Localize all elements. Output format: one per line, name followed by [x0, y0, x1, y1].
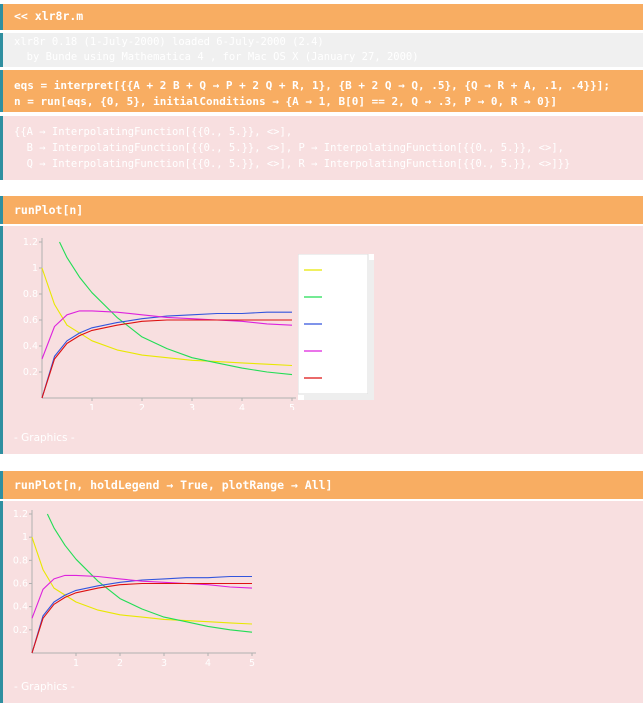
x-tick-label: 1: [73, 658, 79, 669]
series-line-4: [41, 310, 293, 360]
series-line-2: [59, 241, 293, 376]
x-tick-label: 3: [161, 658, 167, 669]
version-line: by Bunde using Mathematica 4 , for Mac O…: [14, 51, 419, 63]
y-tick-label: 1.2: [23, 237, 38, 248]
version-output-cell: xlr8r 0.18 (1-July-2000) loaded 6-July-2…: [0, 33, 643, 67]
plot1-chart: 1 2 3 4 5 0.2 0.4 0.6 0.8 1 1.2: [23, 237, 296, 410]
series-line-3: [31, 575, 252, 654]
cell-bracket[interactable]: [0, 33, 3, 67]
y-tick-label: 0.8: [13, 555, 28, 566]
x-tick-label: 5: [289, 403, 295, 410]
plot2-chart: 1 2 3 4 5 0.2 0.4 0.6 0.8 1 1.2: [13, 509, 256, 669]
plot2-output-cell: 1 2 3 4 5 0.2 0.4 0.6 0.8 1 1.2 - Graphics -: [0, 501, 643, 703]
y-tick-label: 0.2: [23, 367, 38, 378]
cell-bracket[interactable]: [0, 116, 3, 180]
run-output-line: {{A → InterpolatingFunction[{{0., 5.}}, …: [14, 126, 293, 138]
eqs-input-cell[interactable]: eqs = interpret[{{A + 2 B + Q → P + 2 Q …: [0, 70, 643, 112]
plot1-graphics-label: - Graphics -: [14, 432, 75, 444]
y-tick-label: 1: [32, 263, 38, 274]
series-line-1: [31, 537, 253, 625]
run-input-line[interactable]: n = run[eqs, {0, 5}, initialConditions →…: [14, 95, 558, 108]
plot1-input-cell[interactable]: runPlot[n]: [0, 196, 643, 224]
run-output-cell: {{A → InterpolatingFunction[{{0., 5.}}, …: [0, 116, 643, 180]
series-line-5: [31, 582, 252, 654]
plot1-output-cell: 1 2 3 4 5 0.2 0.4 0.6 0.8 1 1.2 - Graphics -: [0, 226, 643, 454]
x-tick-label: 5: [249, 658, 255, 669]
plot2-input-cell[interactable]: runPlot[n, holdLegend → True, plotRange …: [0, 471, 643, 499]
cell-bracket[interactable]: [0, 4, 3, 30]
cell-bracket[interactable]: [0, 196, 3, 224]
cell-bracket[interactable]: [0, 226, 3, 454]
header-input-cell[interactable]: << xlr8r.m: [0, 4, 643, 30]
run-output-line: Q → InterpolatingFunction[{{0., 5.}}, <>…: [14, 158, 571, 170]
run-output-line: B → InterpolatingFunction[{{0., 5.}}, <>…: [14, 142, 564, 154]
y-tick-label: 0.6: [13, 579, 28, 590]
cell-bracket[interactable]: [0, 70, 3, 112]
cell-bracket[interactable]: [0, 501, 3, 703]
x-tick-label: 2: [117, 658, 123, 669]
plot2-graphics-label: - Graphics -: [14, 681, 75, 693]
y-tick-label: 0.2: [13, 625, 28, 636]
y-tick-label: 0.6: [23, 315, 38, 326]
cell-bracket[interactable]: [0, 471, 3, 499]
eqs-input-line[interactable]: eqs = interpret[{{A + 2 B + Q → P + 2 Q …: [14, 79, 611, 92]
x-tick-label: 3: [189, 403, 195, 410]
x-tick-label: 2: [139, 403, 145, 410]
header-input-text[interactable]: << xlr8r.m: [14, 9, 84, 23]
x-tick-label: 4: [205, 658, 211, 669]
plot-legend-box: [297, 253, 374, 400]
y-tick-label: 0.8: [23, 289, 38, 300]
y-tick-label: 1: [22, 532, 28, 543]
series-line-5: [41, 319, 292, 399]
version-line: xlr8r 0.18 (1-July-2000) loaded 6-July-2…: [14, 36, 324, 48]
series-line-3: [41, 311, 292, 399]
plot-legend: [297, 253, 374, 400]
y-tick-label: 0.4: [23, 341, 38, 352]
y-tick-label: 0.4: [13, 602, 28, 613]
series-line-1: [41, 267, 293, 367]
x-tick-label: 4: [239, 403, 245, 410]
plot2-input-text[interactable]: runPlot[n, holdLegend → True, plotRange …: [14, 478, 333, 492]
y-tick-label: 1.2: [13, 509, 28, 520]
legend-swatches: [304, 269, 322, 379]
series-line-2: [46, 513, 253, 633]
x-tick-label: 1: [89, 403, 95, 410]
series-line-4: [31, 574, 253, 619]
plot1-input-text[interactable]: runPlot[n]: [14, 203, 84, 217]
